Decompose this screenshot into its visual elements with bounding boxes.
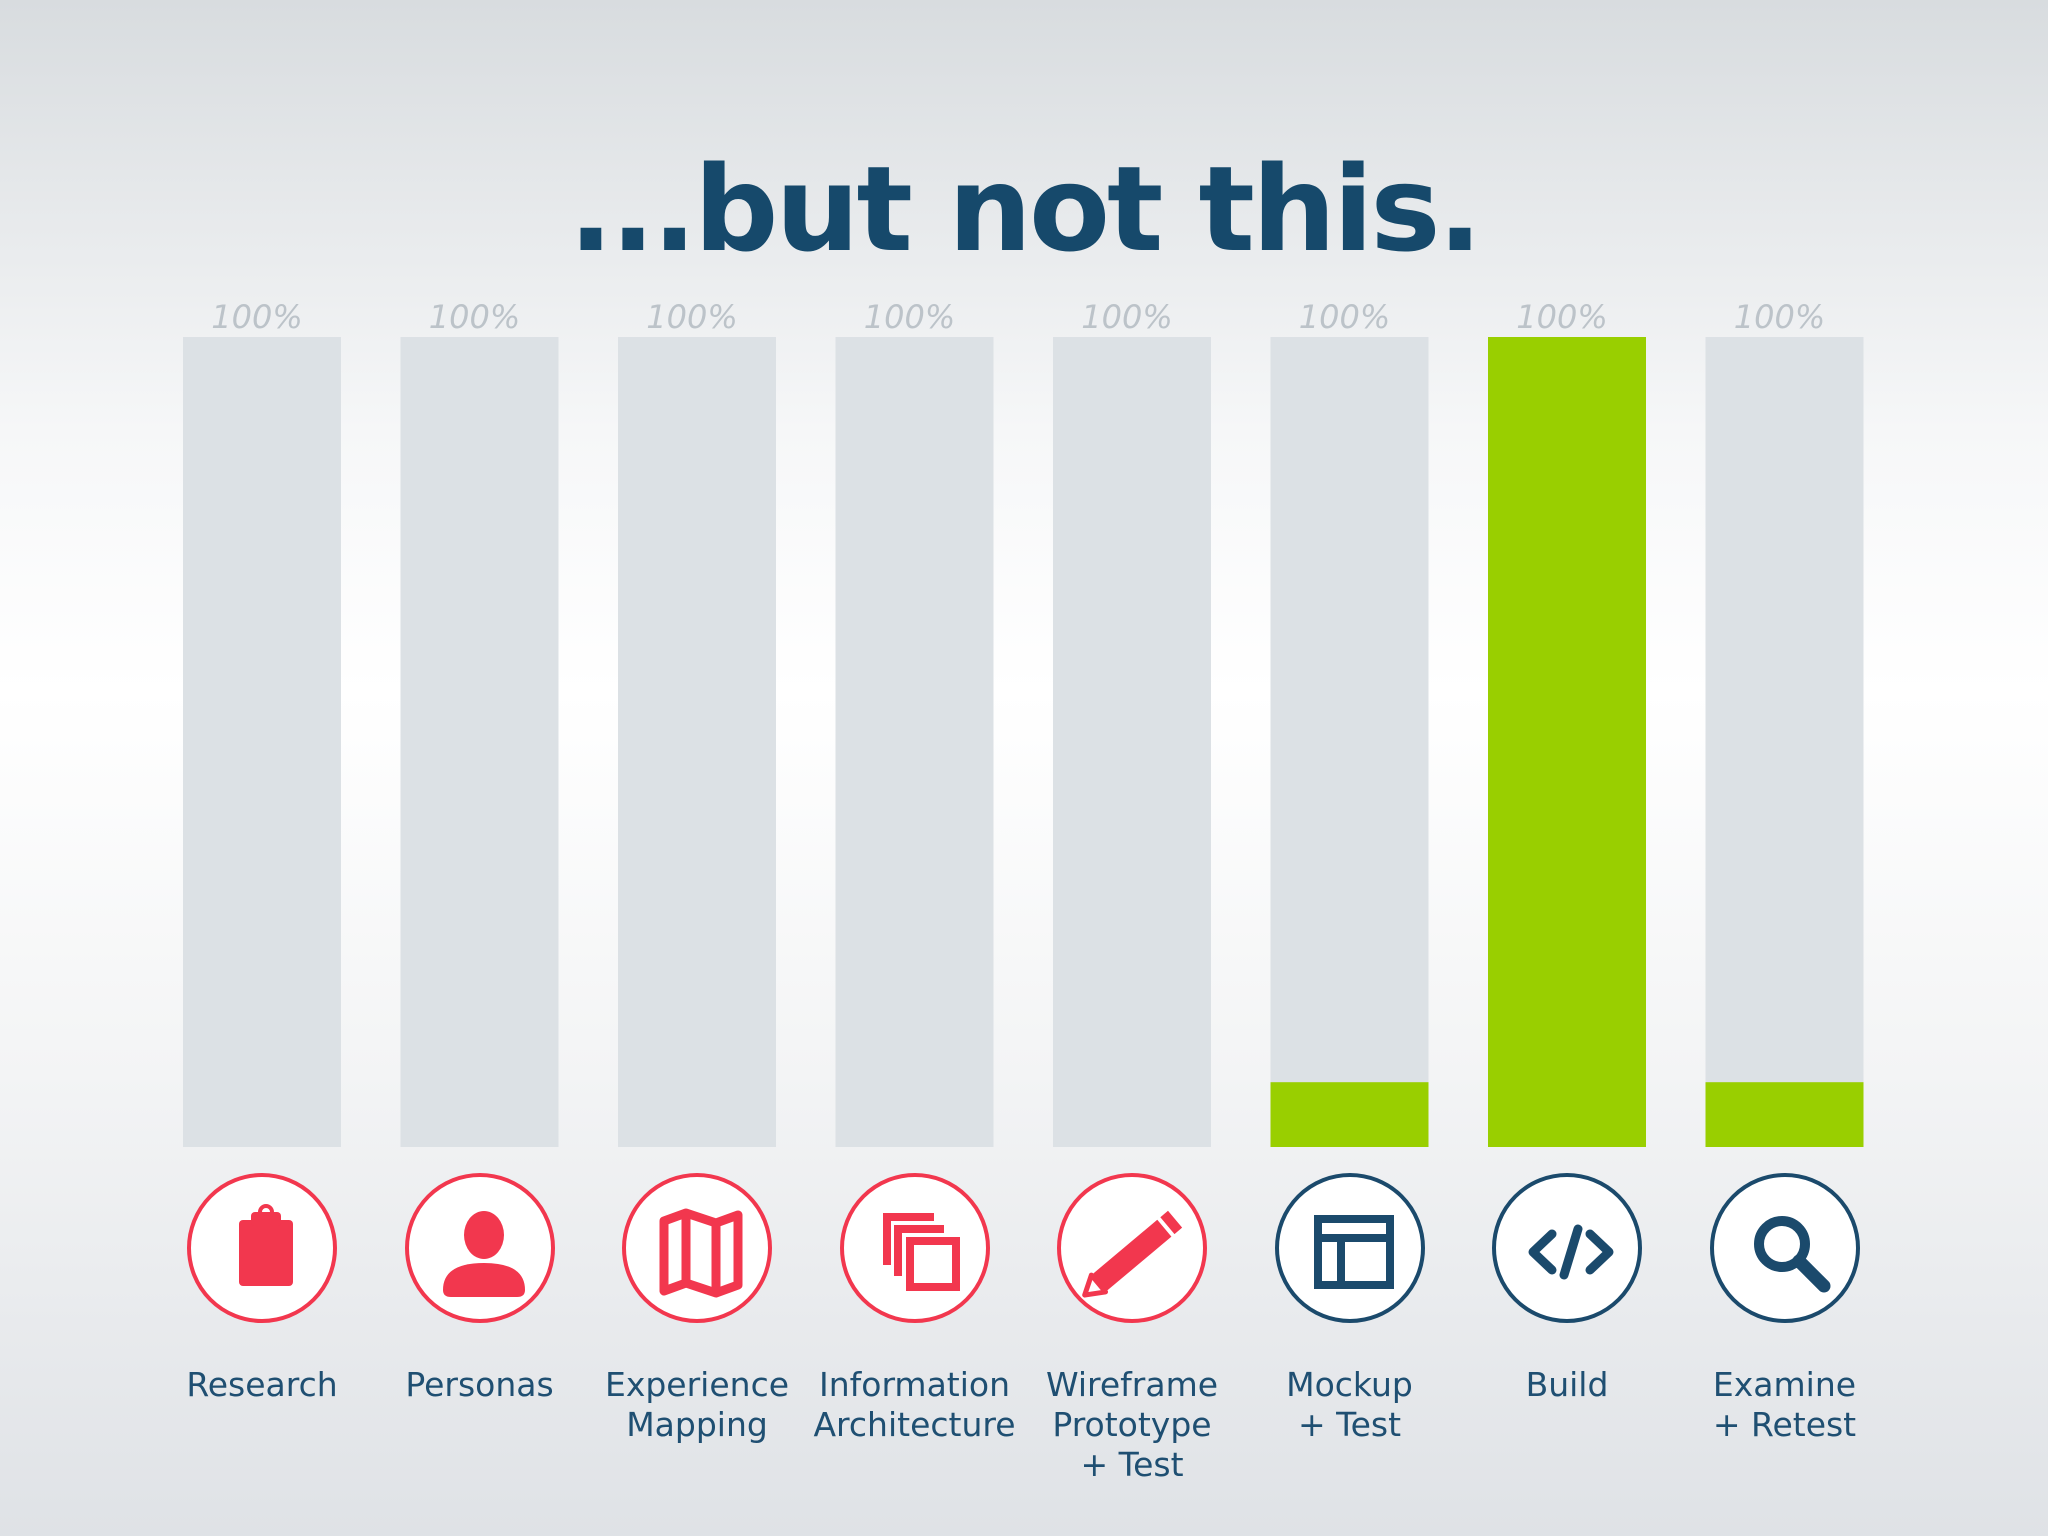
category-label-personas: Personas bbox=[370, 1365, 590, 1405]
capacity-label-examine-retest: 100% bbox=[1734, 298, 1825, 336]
category-label-examine-retest: Examine + Retest bbox=[1675, 1365, 1895, 1445]
category-label-line: + Retest bbox=[1712, 1405, 1857, 1444]
category-label-build: Build bbox=[1457, 1365, 1677, 1405]
magnifier-icon bbox=[1709, 1173, 1860, 1323]
category-label-experience-mapping: Experience Mapping bbox=[587, 1365, 807, 1445]
bar-track-experience-mapping bbox=[618, 337, 776, 1147]
capacity-label-mockup-test: 100% bbox=[1299, 298, 1390, 336]
pencil-icon bbox=[1057, 1173, 1207, 1323]
capacity-label-personas: 100% bbox=[429, 298, 520, 336]
bar-track-mockup-test bbox=[1270, 337, 1429, 1147]
category-label-line: Architecture bbox=[813, 1405, 1016, 1444]
bar-track-information-architecture bbox=[835, 337, 994, 1147]
category-label-line: Prototype bbox=[1052, 1405, 1212, 1444]
category-label-line: Experience bbox=[604, 1365, 790, 1404]
category-label-line: Build bbox=[1525, 1365, 1609, 1404]
person-icon bbox=[404, 1173, 555, 1323]
category-label-line: Mapping bbox=[626, 1405, 768, 1444]
map-icon bbox=[622, 1173, 772, 1323]
category-label-line: Examine bbox=[1712, 1365, 1857, 1404]
bar-build bbox=[1488, 337, 1646, 1147]
layout-icon bbox=[1274, 1173, 1425, 1323]
category-label-information-architecture: Information Architecture bbox=[805, 1365, 1025, 1445]
page-title: ...but not this. bbox=[568, 140, 1483, 278]
category-label-line: + Test bbox=[1297, 1405, 1402, 1444]
bar-track-personas bbox=[400, 337, 559, 1147]
category-label-research: Research bbox=[152, 1365, 372, 1405]
bar-mockup-test bbox=[1270, 1082, 1429, 1147]
code-icon bbox=[1492, 1173, 1642, 1323]
category-label-line: Information bbox=[818, 1365, 1011, 1404]
capacity-label-research: 100% bbox=[211, 298, 302, 336]
layers-icon bbox=[839, 1173, 990, 1323]
category-label-line: Research bbox=[186, 1365, 338, 1404]
bar-examine-retest bbox=[1705, 1082, 1864, 1147]
capacity-label-wireframe-prototype-test: 100% bbox=[1081, 298, 1172, 336]
bar-track-research bbox=[183, 337, 341, 1147]
category-label-line: + Test bbox=[1080, 1445, 1184, 1484]
capacity-label-build: 100% bbox=[1516, 298, 1607, 336]
category-label-line: Mockup bbox=[1286, 1365, 1413, 1404]
capacity-label-information-architecture: 100% bbox=[864, 298, 955, 336]
category-label-wireframe-prototype-test: Wireframe Prototype + Test bbox=[1022, 1365, 1242, 1485]
bar-track-examine-retest bbox=[1705, 337, 1864, 1147]
category-label-line: Personas bbox=[405, 1365, 554, 1404]
clipboard-icon bbox=[187, 1173, 337, 1323]
capacity-label-experience-mapping: 100% bbox=[646, 298, 737, 336]
category-label-line: Wireframe bbox=[1045, 1365, 1219, 1404]
bar-track-wireframe-prototype-test bbox=[1053, 337, 1211, 1147]
category-label-mockup-test: Mockup + Test bbox=[1240, 1365, 1460, 1445]
